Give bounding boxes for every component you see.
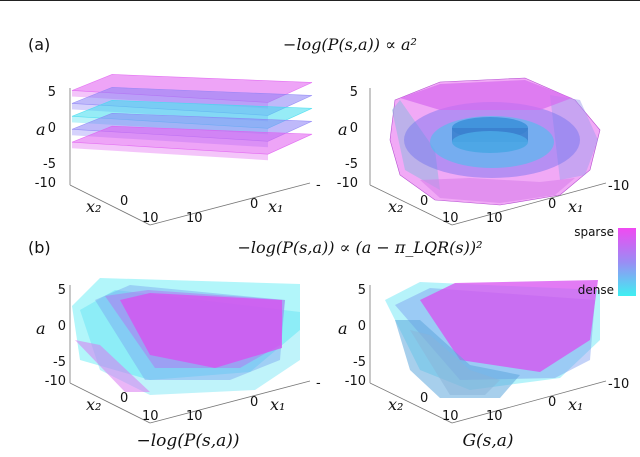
panel-a1-xlabel: x₁ <box>268 197 283 216</box>
panel-a2-axes <box>369 88 607 226</box>
a2-bottom-cap <box>420 178 575 203</box>
panel-b1-x2-tick-10: 10 <box>142 409 159 424</box>
panel-a2-x1-tick-10: 10 <box>486 211 503 226</box>
panel-b1-zlabel: a <box>36 319 46 338</box>
panel-a2-ylabel: x₂ <box>388 197 403 216</box>
top-border-line <box>0 0 640 1</box>
panel-b1-x1-tick-neg: - <box>316 376 321 391</box>
panel-b2-x1-tick-0: 0 <box>548 395 556 410</box>
colorbar-top-label: sparse <box>574 225 614 239</box>
panel-b2-x1-tick-10: 10 <box>486 409 503 424</box>
panel-b1-ylabel: x₂ <box>86 395 101 414</box>
panel-b2-xlabel: x₁ <box>568 395 583 414</box>
b1-plane-magenta <box>120 293 282 368</box>
a2-core-bottom <box>452 131 528 153</box>
panel-a1-ztick-5: 5 <box>48 85 56 100</box>
panel-b2-zlabel: a <box>338 319 348 338</box>
panel-b1-caption: −log(P(s,a)) <box>136 431 239 451</box>
panel-b1-surfaces <box>72 278 300 395</box>
panel-b2-ztick-0: 0 <box>358 319 366 334</box>
panel-b1-xlabel: x₁ <box>270 395 285 414</box>
panel-b2-axes <box>369 285 607 424</box>
panel-a1-ztick-m10: -10 <box>35 176 56 191</box>
panel-a1-x2-tick-0: 0 <box>120 194 128 209</box>
panel-b1-x2-tick-0: 0 <box>120 391 128 406</box>
panel-a1: a 5 0 -5 -10 x₂ 0 10 10 0 - x₁ <box>35 74 321 226</box>
panel-b2-x2-tick-10: 10 <box>442 409 459 424</box>
panel-a2-surfaces <box>389 77 601 206</box>
panel-a1-axes <box>69 88 311 226</box>
b2-plane-magenta <box>420 280 598 372</box>
panel-a1-x1-tick-10: 10 <box>186 211 203 226</box>
panel-b1-axes <box>69 285 311 424</box>
panel-a1-ylabel: x₂ <box>86 197 101 216</box>
panel-b2-surfaces <box>385 280 600 398</box>
row-title-a: −log(P(s,a)) ∝ a² <box>283 35 417 54</box>
panel-b1-ztick-m10: -10 <box>45 374 66 389</box>
panel-b2-ylabel: x₂ <box>388 395 403 414</box>
panel-b2-caption: G(s,a) <box>462 431 513 451</box>
panel-a2: a 5 0 -5 -10 x₂ 0 10 10 0 -10 x₁ <box>337 77 629 226</box>
panel-a2-x1-tick-0: 0 <box>548 197 556 212</box>
a2-side-left-band <box>392 100 440 190</box>
panel-a2-ztick-m10: -10 <box>337 176 358 191</box>
panel-a1-x1-tick-0: 0 <box>250 197 258 212</box>
panel-b1-ztick-m5: -5 <box>53 355 66 370</box>
a2-top-cap <box>400 80 572 110</box>
panel-b1: a 5 0 -5 -10 x₂ 0 10 10 0 - x₁ −log(P(s,… <box>36 278 321 451</box>
panel-a2-x2-tick-10: 10 <box>442 211 459 226</box>
panel-label-a: (a) <box>28 35 50 54</box>
a1-layer-edge-4 <box>72 142 268 161</box>
panel-a1-ztick-0: 0 <box>48 121 56 136</box>
row-title-b: −log(P(s,a)) ∝ (a − π_LQR(s))² <box>238 238 483 257</box>
panel-b2-ztick-m10: -10 <box>345 374 366 389</box>
b1-wedge-left <box>75 340 150 392</box>
a1-layer-4 <box>71 125 313 155</box>
colorbar-bottom-label: dense <box>578 283 614 297</box>
panel-b2-ztick-5: 5 <box>358 283 366 298</box>
panel-label-b: (b) <box>28 238 51 257</box>
panel-b1-ztick-5: 5 <box>58 283 66 298</box>
panel-a2-ztick-m5: -5 <box>345 157 358 172</box>
panel-a1-x1-tick-neg: - <box>316 178 321 193</box>
panel-a2-ztick-0: 0 <box>350 121 358 136</box>
colorbar: sparse dense <box>574 225 636 297</box>
panel-b2: a 5 0 -5 -10 x₂ 0 10 10 0 -10 x₁ G(s,a) <box>338 280 629 451</box>
panel-a2-x2-tick-0: 0 <box>420 194 428 209</box>
panel-a1-x2-tick-10: 10 <box>142 211 159 226</box>
panel-a2-ztick-5: 5 <box>350 85 358 100</box>
panel-b1-ztick-0: 0 <box>58 319 66 334</box>
panel-a1-layers <box>71 74 313 161</box>
panel-a2-zlabel: a <box>338 120 348 139</box>
panel-b1-x1-tick-10: 10 <box>186 409 203 424</box>
panel-b2-x1-tick-m10: -10 <box>608 377 629 392</box>
panel-a1-ztick-m5: -5 <box>43 157 56 172</box>
panel-a1-zlabel: a <box>36 120 46 139</box>
a2-side-right-band <box>550 95 598 180</box>
panel-b2-ztick-m5: -5 <box>353 355 366 370</box>
b2-funnel-inner <box>410 330 500 395</box>
panel-a2-xlabel: x₁ <box>568 197 583 216</box>
colorbar-gradient <box>618 228 636 296</box>
panel-b2-x2-tick-0: 0 <box>420 391 428 406</box>
panel-a2-x1-tick-m10: -10 <box>608 179 629 194</box>
panel-b1-x1-tick-0: 0 <box>250 395 258 410</box>
